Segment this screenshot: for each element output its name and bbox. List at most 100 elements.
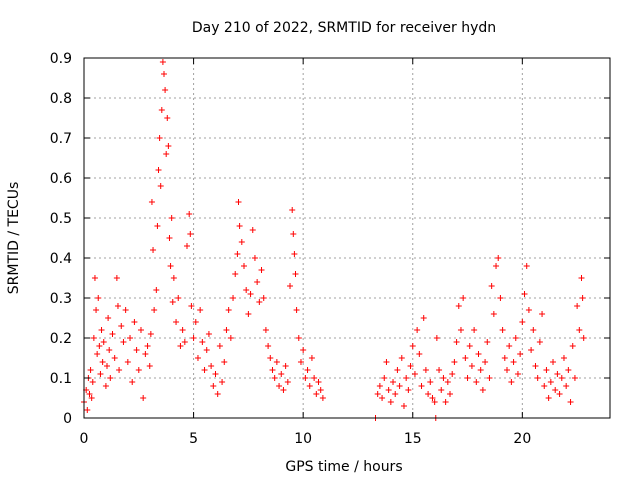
data-point — [284, 379, 291, 385]
data-point — [234, 251, 241, 257]
data-point — [100, 339, 107, 345]
y-tick-label: 0.3 — [50, 291, 72, 307]
x-tick-label: 15 — [404, 431, 422, 447]
data-point — [409, 343, 416, 349]
data-point — [164, 115, 171, 121]
data-point — [506, 343, 513, 349]
data-point — [203, 347, 210, 353]
data-point — [565, 367, 572, 373]
data-point — [96, 343, 103, 349]
data-point — [414, 327, 421, 333]
data-point — [547, 379, 554, 385]
data-point — [521, 291, 528, 297]
data-point — [116, 367, 123, 373]
data-point — [442, 399, 449, 405]
data-point — [398, 355, 405, 361]
x-axis-ticks: 0 5 10 15 20 — [80, 58, 531, 447]
data-point — [304, 367, 311, 373]
data-point — [93, 307, 100, 313]
data-point — [514, 371, 521, 377]
data-point — [460, 295, 467, 301]
data-point — [144, 343, 151, 349]
data-point — [534, 375, 541, 381]
data-point — [170, 275, 177, 281]
data-point — [501, 355, 508, 361]
data-point — [306, 383, 313, 389]
data-point — [99, 359, 106, 365]
data-point — [106, 347, 113, 353]
data-point — [292, 271, 299, 277]
data-point — [127, 335, 134, 341]
data-point — [265, 343, 272, 349]
data-point — [162, 87, 169, 93]
data-point — [394, 367, 401, 373]
data-point — [94, 351, 101, 357]
data-point — [300, 347, 307, 353]
data-point — [201, 367, 208, 373]
data-point — [440, 375, 447, 381]
data-point — [190, 335, 197, 341]
data-point — [464, 375, 471, 381]
x-tick-label: 0 — [80, 431, 89, 447]
data-point — [530, 327, 537, 333]
data-point — [114, 303, 121, 309]
data-point — [156, 135, 163, 141]
y-tick-label: 0.1 — [50, 371, 72, 387]
data-point — [146, 363, 153, 369]
data-point — [392, 391, 399, 397]
data-point — [455, 303, 462, 309]
data-point — [249, 227, 256, 233]
data-point — [420, 315, 427, 321]
data-point — [271, 375, 278, 381]
data-point — [580, 335, 587, 341]
data-point — [214, 391, 221, 397]
data-point — [124, 359, 131, 365]
data-point — [184, 243, 191, 249]
data-point — [425, 391, 432, 397]
data-point — [396, 383, 403, 389]
data-point — [541, 383, 548, 389]
x-axis-label: GPS time / hours — [285, 459, 402, 475]
data-point — [199, 339, 206, 345]
data-point — [457, 327, 464, 333]
data-point — [315, 379, 322, 385]
data-point — [523, 263, 530, 269]
data-point — [503, 367, 510, 373]
data-point — [137, 327, 144, 333]
data-point — [238, 239, 245, 245]
data-point — [479, 387, 486, 393]
y-tick-label: 0.2 — [50, 331, 72, 347]
data-point — [269, 367, 276, 373]
x-tick-label: 10 — [294, 431, 312, 447]
data-point — [400, 403, 407, 409]
data-point — [297, 359, 304, 365]
data-point — [528, 347, 535, 353]
data-point — [102, 383, 109, 389]
data-point — [510, 359, 517, 365]
data-point — [157, 183, 164, 189]
data-point — [497, 295, 504, 301]
data-point — [471, 327, 478, 333]
data-point — [168, 215, 175, 221]
data-point — [179, 327, 186, 333]
data-point — [84, 407, 91, 413]
data-point — [290, 231, 297, 237]
y-axis-label: SRMTID / TECUs — [6, 182, 22, 295]
data-point — [197, 307, 204, 313]
data-point — [227, 335, 234, 341]
data-point — [256, 299, 263, 305]
data-point — [282, 363, 289, 369]
grid — [84, 58, 610, 418]
data-point — [232, 271, 239, 277]
data-point — [558, 375, 565, 381]
data-point — [131, 319, 138, 325]
data-point — [519, 319, 526, 325]
data-point — [154, 223, 161, 229]
data-point — [311, 375, 318, 381]
data-point — [107, 375, 114, 381]
data-point — [133, 347, 140, 353]
y-tick-label: 0 — [63, 411, 72, 427]
data-point — [525, 307, 532, 313]
data-point — [205, 331, 212, 337]
